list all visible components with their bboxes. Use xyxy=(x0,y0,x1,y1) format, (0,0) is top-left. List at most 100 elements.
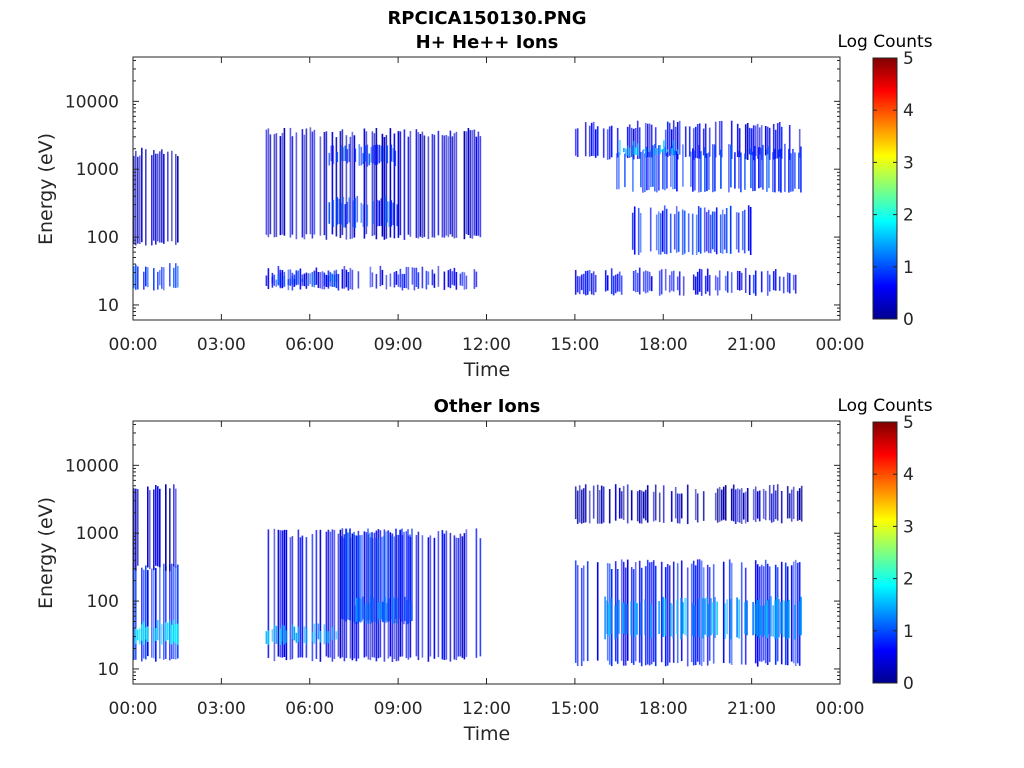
heatmap-cell xyxy=(644,122,647,158)
heatmap-cell xyxy=(738,150,740,189)
heatmap-cell xyxy=(273,274,276,286)
heatmap-cell xyxy=(714,121,717,158)
heatmap-cell xyxy=(137,489,139,566)
heatmap-cell xyxy=(151,568,153,658)
heatmap-cell xyxy=(475,528,478,658)
heatmap-cell xyxy=(705,211,708,252)
heatmap-cell xyxy=(748,127,751,155)
heatmap-cell xyxy=(713,211,716,252)
heatmap-cell xyxy=(429,535,432,657)
heatmap-cell xyxy=(652,491,655,522)
heatmap-cell xyxy=(638,267,641,295)
colorbar-ticks: 0 1 2 3 4 5 xyxy=(873,49,914,330)
heatmap-cell xyxy=(674,487,677,519)
heatmap-cell xyxy=(471,130,474,239)
heatmap-cell xyxy=(673,214,676,250)
heatmap-cell xyxy=(768,146,770,189)
heatmap-cell xyxy=(380,145,383,162)
heatmap-cell xyxy=(677,211,680,252)
heatmap-cell xyxy=(177,156,179,243)
heatmap-cell xyxy=(325,631,328,643)
heatmap-cell xyxy=(622,486,625,520)
heatmap-cell xyxy=(699,207,702,254)
heatmap-cell xyxy=(670,271,673,291)
heatmap-cell xyxy=(744,267,747,293)
heatmap-cell xyxy=(616,601,618,638)
heatmap-cell xyxy=(714,144,716,192)
heatmap-cell xyxy=(369,266,372,288)
heatmap-cell xyxy=(786,486,789,519)
x-tick-label: 03:00 xyxy=(197,335,246,355)
heatmap-cell xyxy=(700,151,702,192)
heatmap-cell xyxy=(389,128,392,238)
heatmap-cell xyxy=(342,147,345,162)
heatmap-cell xyxy=(703,207,706,253)
heatmap-cell xyxy=(692,128,695,161)
heatmap-cell xyxy=(625,148,627,157)
heatmap-cell xyxy=(696,493,699,523)
heatmap-cell xyxy=(730,488,733,521)
heatmap-cell xyxy=(712,602,714,634)
heatmap-cell xyxy=(633,141,635,155)
x-tick-label: 21:00 xyxy=(727,335,776,355)
heatmap-cell xyxy=(359,535,361,622)
heatmap-cell xyxy=(658,601,660,634)
heatmap-cell xyxy=(716,601,718,635)
heatmap-cell xyxy=(676,600,678,635)
heatmap-cell xyxy=(409,131,412,237)
heatmap-cell xyxy=(661,210,664,252)
heatmap-cell xyxy=(658,145,660,191)
heatmap-cell xyxy=(666,121,669,157)
heatmap-cell xyxy=(704,598,706,635)
heatmap-cell xyxy=(682,602,684,634)
heatmap-cell xyxy=(177,564,179,659)
heatmap-cell xyxy=(620,491,623,519)
heatmap-cell xyxy=(648,562,651,666)
y-tick-label: 100 xyxy=(87,228,119,248)
heatmap-cell xyxy=(421,131,424,238)
heatmap-cell xyxy=(602,486,605,523)
heatmap-cell xyxy=(461,536,464,658)
heatmap-cell xyxy=(357,535,359,624)
heatmap-cell xyxy=(790,565,793,662)
heatmap-cell xyxy=(155,153,157,245)
heatmap-cell xyxy=(371,272,374,287)
heatmap-cell xyxy=(588,490,591,524)
heatmap-cell xyxy=(365,532,368,657)
heatmap-cell xyxy=(667,149,669,152)
heatmap-cell xyxy=(167,622,169,640)
heatmap-cell xyxy=(295,270,298,284)
heatmap-cell xyxy=(728,559,731,664)
heatmap-cell xyxy=(632,145,634,192)
heatmap-cell xyxy=(169,564,171,661)
heatmap-cell xyxy=(319,631,322,643)
heatmap-cell xyxy=(736,488,739,522)
colorbar-ticks: 0 1 2 3 4 5 xyxy=(873,413,914,694)
heatmap-cell xyxy=(289,127,292,238)
heatmap-cell xyxy=(610,268,613,295)
heatmap-cell xyxy=(582,565,585,662)
heatmap-cell xyxy=(339,131,342,238)
heatmap-cell xyxy=(596,562,599,661)
heatmap-cell xyxy=(405,600,408,624)
heatmap-cell xyxy=(385,531,387,623)
heatmap-cell xyxy=(403,273,406,288)
heatmap-cell xyxy=(588,270,591,292)
heatmap-cell xyxy=(351,533,354,661)
heatmap-cell xyxy=(331,529,334,662)
heatmap-cell xyxy=(455,537,458,661)
heatmap-cell xyxy=(365,602,368,625)
heatmap-region xyxy=(267,528,482,662)
heatmap-cell xyxy=(676,493,679,524)
heatmap-cell xyxy=(395,528,397,619)
heatmap-cell xyxy=(697,206,700,253)
heatmap-cell xyxy=(356,196,359,223)
heatmap-cell xyxy=(364,145,367,162)
heatmap-cell xyxy=(744,153,746,190)
x-tick-label: 00:00 xyxy=(109,335,158,355)
heatmap-cell xyxy=(175,624,177,644)
heatmap-cell xyxy=(379,602,382,620)
heatmap-cell xyxy=(463,272,466,290)
heatmap-cell xyxy=(275,279,278,287)
